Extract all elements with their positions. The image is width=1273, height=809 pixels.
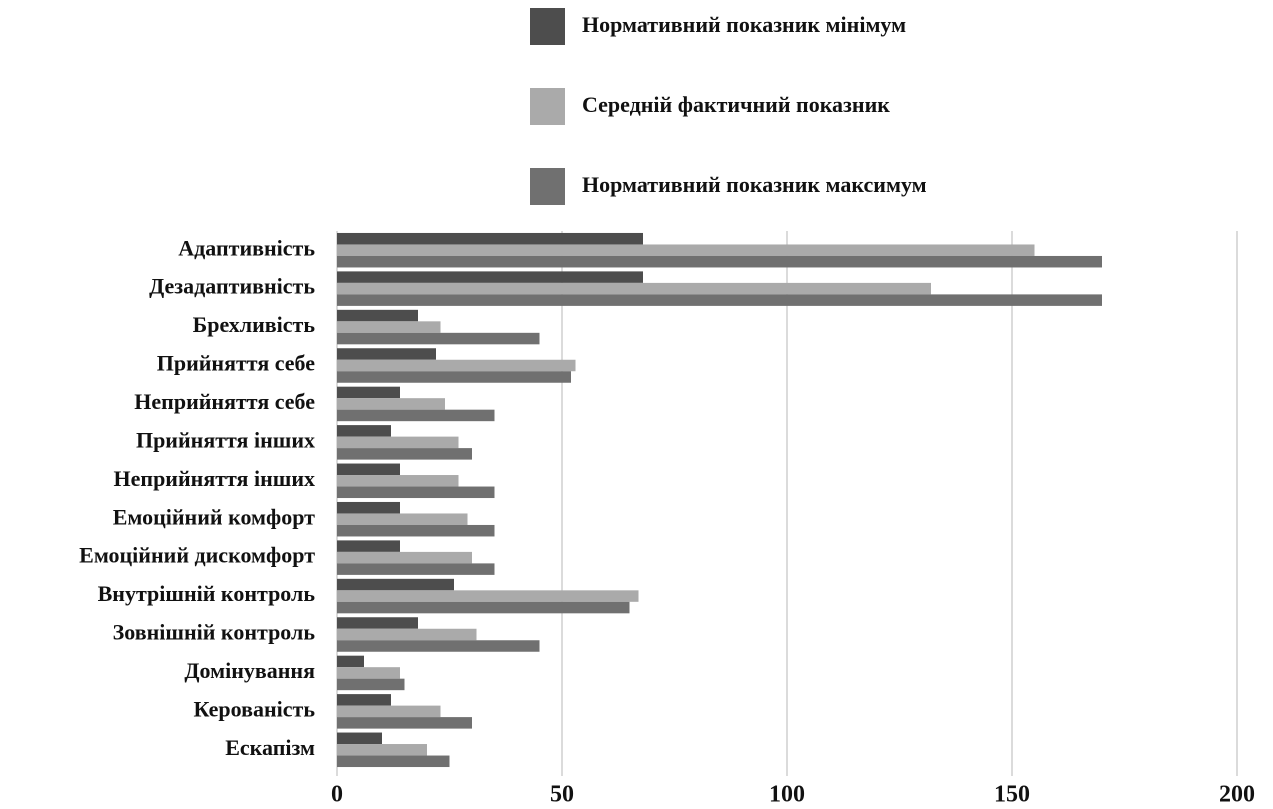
bar — [337, 309, 418, 322]
bar — [337, 501, 400, 514]
bar — [337, 563, 495, 575]
legend-swatch — [530, 8, 565, 45]
bar — [337, 755, 450, 768]
y-tick-label: Керованість — [194, 696, 316, 721]
y-tick-label: Неприйняття інших — [114, 466, 315, 491]
bar — [337, 321, 441, 333]
bar — [337, 398, 445, 410]
bar — [337, 578, 454, 591]
bar — [337, 694, 391, 706]
y-tick-label: Дезадаптивність — [149, 274, 315, 299]
bar — [337, 551, 472, 564]
bar — [337, 475, 459, 487]
bar — [337, 617, 418, 629]
bar — [337, 232, 643, 245]
legend-swatch — [530, 168, 565, 205]
bar — [337, 540, 400, 552]
bar — [337, 628, 477, 641]
bar — [337, 463, 400, 476]
y-tick-label: Внутрішній контроль — [98, 581, 316, 606]
bar — [337, 448, 472, 460]
x-tick-label: 50 — [550, 782, 574, 808]
bar — [337, 371, 571, 383]
bar — [337, 436, 459, 449]
bar — [337, 524, 495, 537]
bar — [337, 386, 400, 399]
x-tick-label: 100 — [769, 782, 805, 808]
x-tick-label: 0 — [331, 782, 343, 808]
y-tick-label: Неприйняття себе — [134, 389, 315, 414]
bar — [337, 282, 931, 295]
bar — [337, 425, 391, 437]
legend-label: Середній фактичний показник — [582, 92, 890, 117]
legend-label: Нормативний показник максимум — [582, 172, 927, 197]
bar — [337, 732, 382, 745]
y-tick-label: Ескапізм — [225, 735, 315, 760]
x-tick-label: 200 — [1219, 782, 1255, 808]
bar — [337, 409, 495, 422]
legend-swatch — [530, 88, 565, 125]
bar — [337, 640, 540, 652]
bar — [337, 359, 576, 372]
bar — [337, 705, 441, 718]
legend-label: Нормативний показник мінімум — [582, 12, 906, 37]
bar — [337, 667, 400, 679]
bar — [337, 255, 1102, 268]
bar — [337, 655, 364, 668]
bar — [337, 348, 436, 360]
bar — [337, 717, 472, 729]
bar — [337, 294, 1102, 306]
bar — [337, 513, 468, 525]
y-tick-label: Брехливість — [193, 312, 316, 337]
y-tick-label: Зовнішній контроль — [113, 620, 316, 645]
bar — [337, 590, 639, 602]
bar — [337, 332, 540, 345]
y-tick-label: Емоційний дискомфорт — [79, 543, 315, 568]
bar — [337, 678, 405, 691]
bar — [337, 601, 630, 614]
bar — [337, 244, 1035, 256]
y-tick-label: Домінування — [184, 658, 315, 683]
y-tick-label: Емоційний комфорт — [113, 504, 315, 529]
y-tick-label: Адаптивність — [178, 235, 315, 260]
bar — [337, 486, 495, 499]
x-tick-label: 150 — [994, 782, 1030, 808]
bar — [337, 271, 643, 283]
y-tick-label: Прийняття себе — [157, 351, 316, 376]
y-tick-label: Прийняття інших — [136, 427, 315, 452]
bar — [337, 744, 427, 756]
